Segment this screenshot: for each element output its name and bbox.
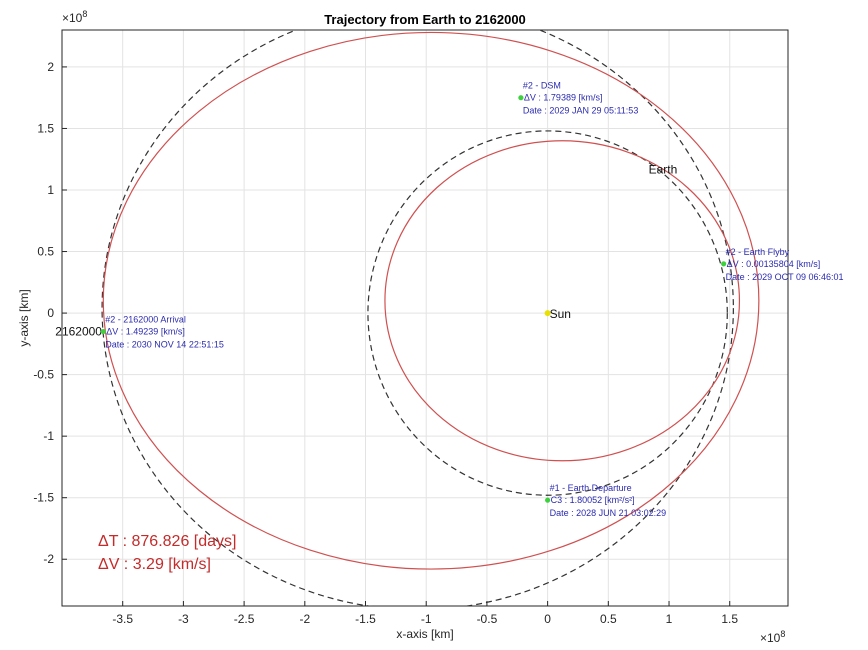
sun-label: Sun — [550, 307, 571, 321]
chart-title: Trajectory from Earth to 2162000 — [324, 12, 526, 27]
y-tick-label: -2 — [43, 552, 54, 566]
x-tick-label: -3.5 — [112, 612, 133, 626]
y-tick-label: 1.5 — [37, 121, 54, 135]
y-tick-label: 0.5 — [37, 245, 54, 259]
maneuver-title: #2 - 2162000 Arrival — [105, 315, 186, 325]
maneuver-date: Date : 2029 OCT 09 06:46:01 — [726, 272, 844, 282]
y-tick-label: -1.5 — [33, 491, 54, 505]
y-tick-label: 1 — [47, 183, 54, 197]
sun-marker — [544, 310, 551, 317]
y-tick-label: -0.5 — [33, 368, 54, 382]
x-tick-label: -0.5 — [477, 612, 498, 626]
x-axis-label: x-axis [km] — [396, 627, 453, 641]
tick-labels: -3.5 -3 -2.5 -2 -1.5 -1 -0.5 0 0.5 1 1.5 -2 -1.5 -1 -0… — [33, 60, 738, 626]
transfer-arc — [384, 140, 741, 462]
x-tick-label: 1.5 — [721, 612, 738, 626]
maneuver-value: C3 : 1.80052 [km²/s²] — [551, 495, 635, 505]
maneuver-date: Date : 2030 NOV 14 22:51:15 — [105, 340, 224, 350]
maneuvers: #1 - Earth Departure C3 : 1.80052 [km²/s²… — [100, 81, 844, 518]
maneuver-title: #1 - Earth Departure — [550, 483, 632, 493]
maneuver-marker — [100, 328, 106, 335]
x-tick-label: 0.5 — [600, 612, 617, 626]
x-tick-label: -1.5 — [355, 612, 376, 626]
maneuver-marker — [518, 95, 524, 101]
earth-label: Earth — [649, 163, 678, 177]
target-body-label: 2162000 — [55, 325, 102, 339]
y-tick-label: 0 — [47, 306, 54, 320]
x-exponent: ×108 — [760, 629, 785, 645]
maneuver-marker — [545, 497, 551, 503]
transfer-arc — [102, 31, 760, 570]
grid — [62, 30, 788, 606]
maneuver-date: Date : 2029 JAN 29 05:11:53 — [523, 106, 638, 116]
y-exponent: ×108 — [62, 9, 87, 25]
x-tick-label: 1 — [666, 612, 673, 626]
x-tick-label: 0 — [544, 612, 551, 626]
maneuver-value: ΔV : 1.79389 [km/s] — [524, 93, 603, 103]
reference-orbit — [367, 130, 728, 496]
maneuver-title: #2 - DSM — [523, 81, 561, 91]
orbits — [101, 30, 760, 606]
y-tick-label: 2 — [47, 60, 54, 74]
x-tick-label: -3 — [178, 612, 189, 626]
x-tick-label: -2.5 — [234, 612, 255, 626]
y-axis-label: y-axis [km] — [17, 289, 31, 346]
axes-frame — [61, 29, 789, 607]
x-tick-label: -2 — [299, 612, 310, 626]
y-tick-label: -1 — [43, 429, 54, 443]
reference-orbit — [101, 30, 734, 606]
x-tick-label: -1 — [421, 612, 432, 626]
maneuver-date: Date : 2028 JUN 21 03:02:29 — [550, 508, 667, 518]
bodies: Sun Earth 2162000 — [55, 163, 677, 339]
maneuver-value: ΔV : 0.00135804 [km/s] — [727, 259, 821, 269]
maneuver-value: ΔV : 1.49239 [km/s] — [106, 327, 185, 337]
delta-t-summary: ΔT : 876.826 [days] — [98, 533, 236, 550]
maneuver-title: #2 - Earth Flyby — [726, 247, 790, 257]
delta-v-summary: ΔV : 3.29 [km/s] — [98, 556, 211, 573]
maneuver-marker — [721, 261, 727, 267]
